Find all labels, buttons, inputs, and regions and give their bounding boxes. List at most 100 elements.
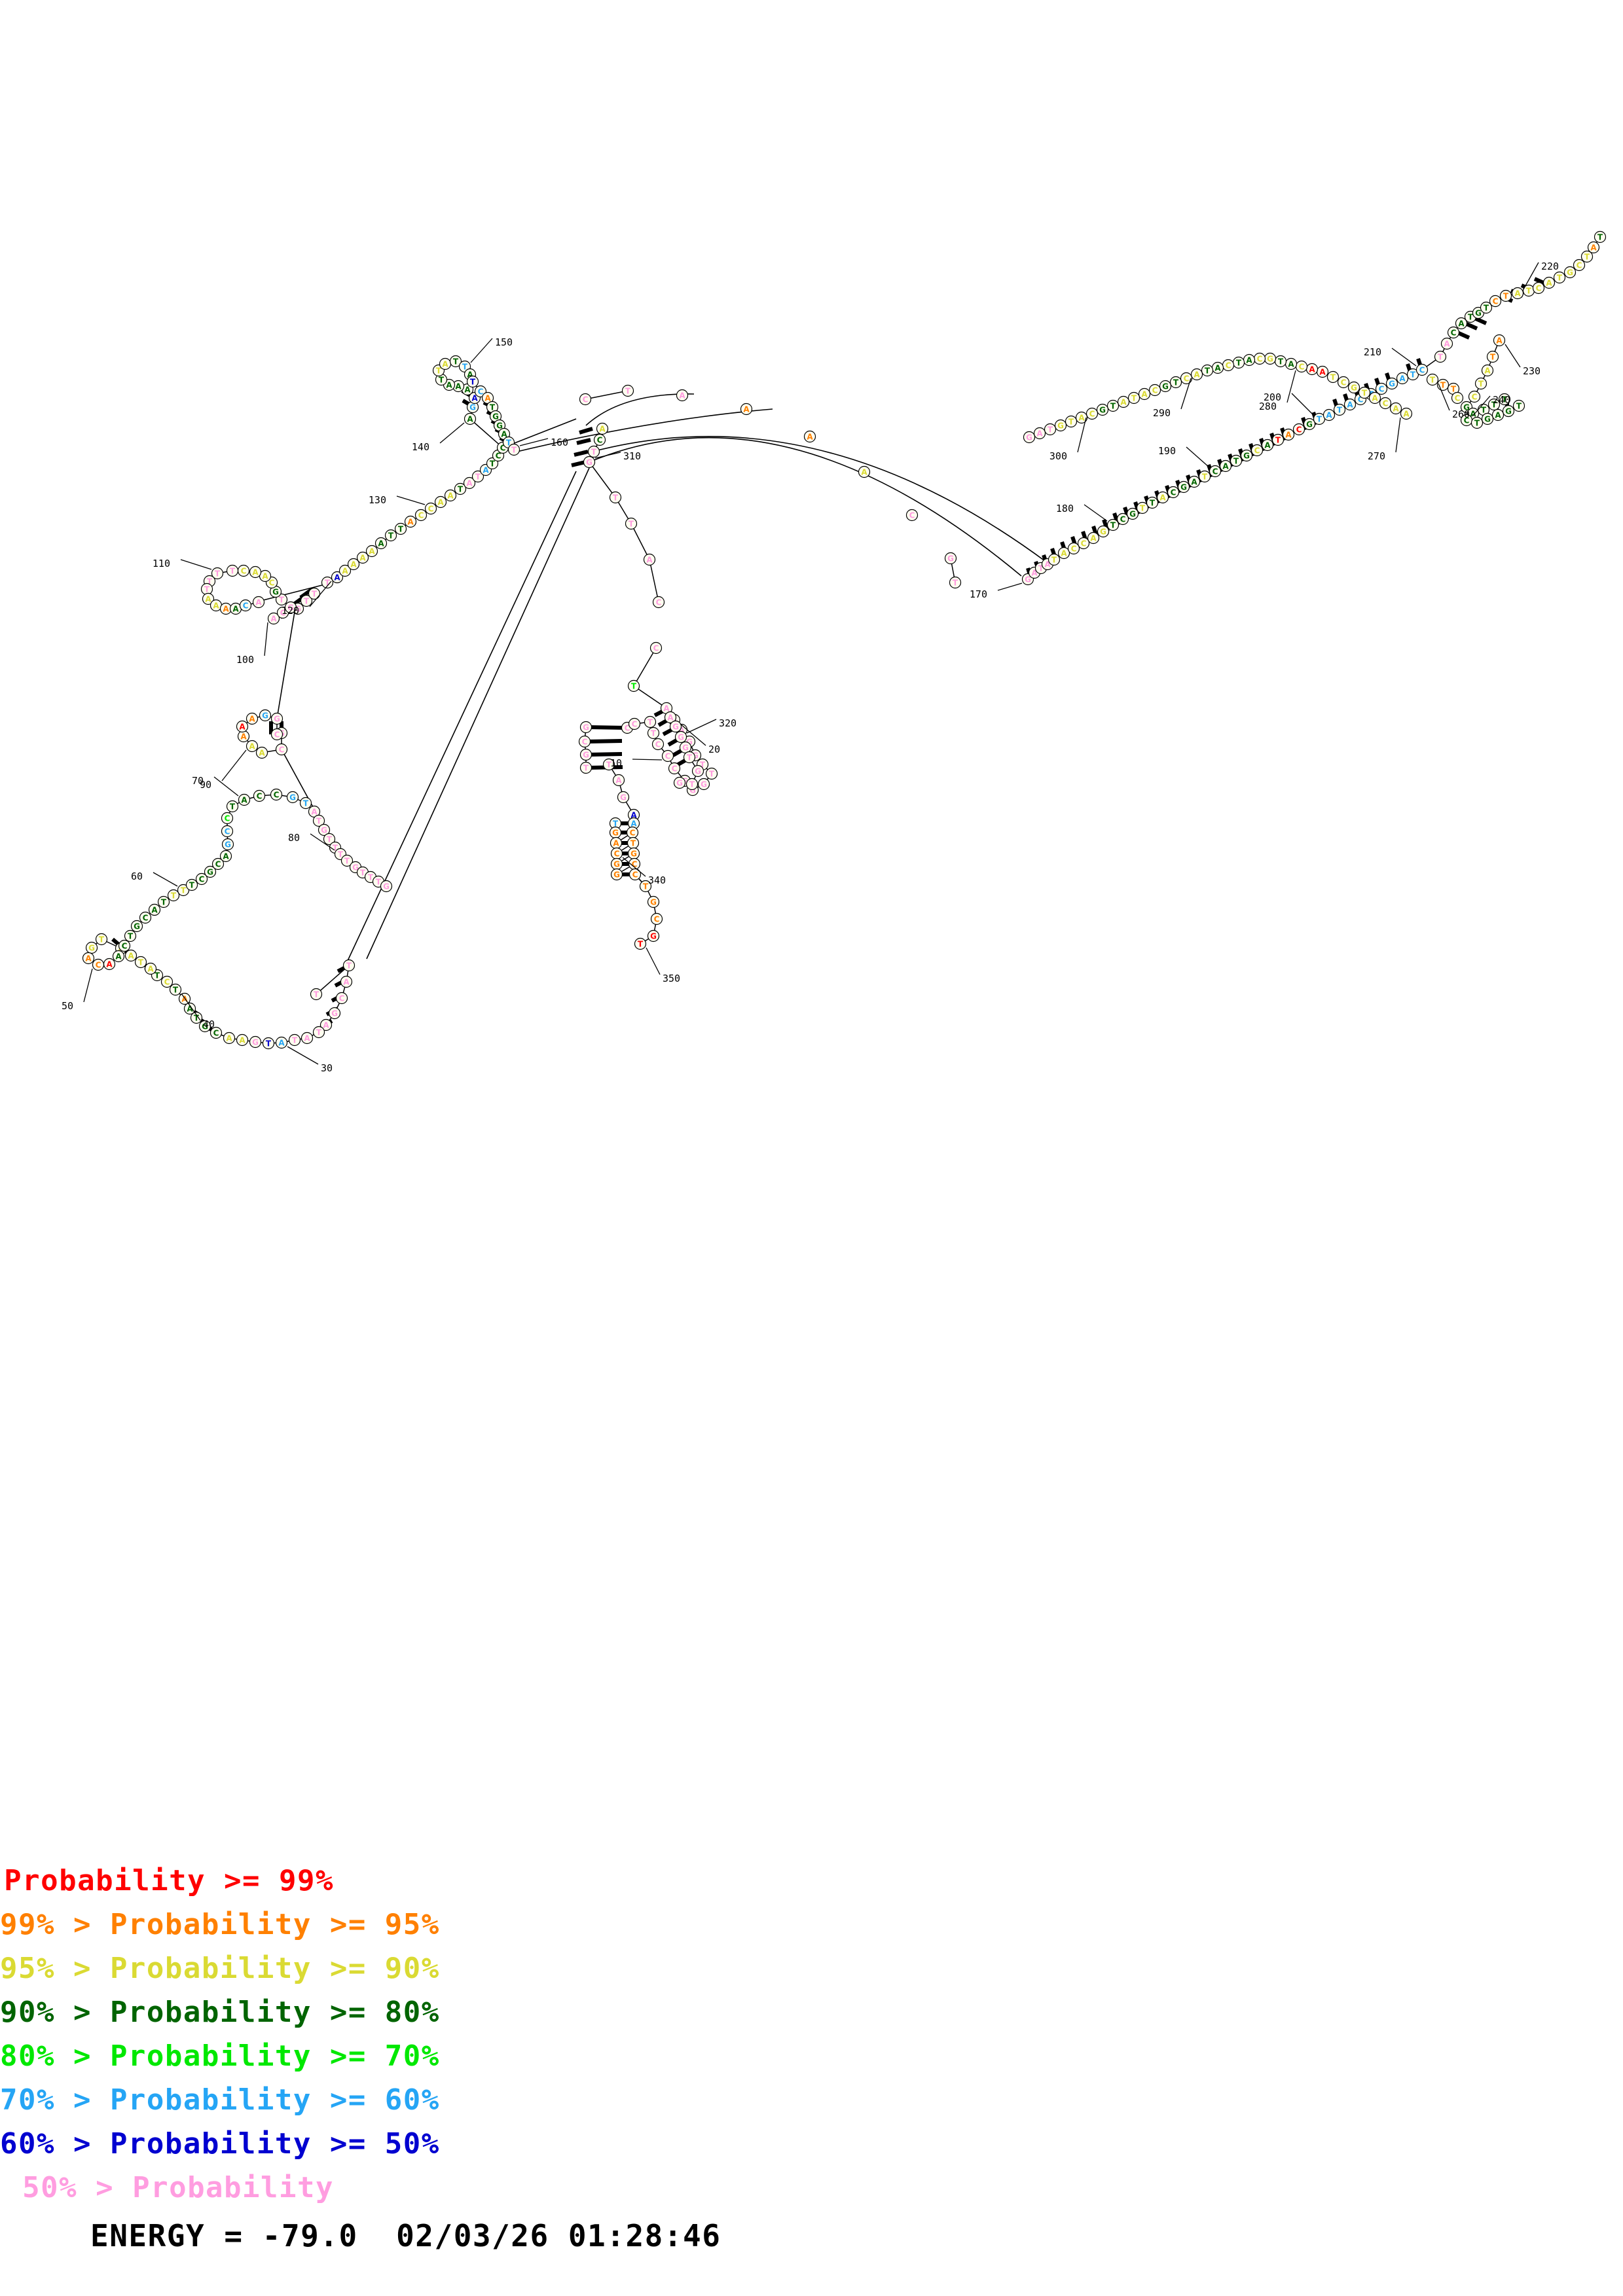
position-label: 350 <box>663 973 680 984</box>
nucleotide-letter: A <box>1159 493 1166 503</box>
nucleotide-letter: C <box>215 860 221 869</box>
nucleotide-131: A <box>434 495 447 509</box>
nucleotide-154: A <box>481 391 494 404</box>
position-leader-line <box>1395 417 1401 453</box>
position-label: 70 <box>192 775 204 787</box>
nucleotide-letter: G <box>682 744 689 753</box>
nucleotide-89: A <box>255 746 268 759</box>
nucleotide-letter: A <box>1141 390 1148 399</box>
nucleotide-letter: A <box>483 466 489 475</box>
nucleotide-letter: A <box>1078 414 1085 423</box>
nucleotide-circle <box>674 730 687 744</box>
position-leader-line <box>83 968 93 1003</box>
nucleotide-43: A <box>144 962 157 975</box>
position-label: 170 <box>970 588 987 600</box>
nucleotide-circle <box>1486 350 1499 363</box>
nucleotide-203: A <box>1343 398 1357 411</box>
nucleotide-53: C <box>118 939 131 952</box>
nucleotide-letter: A <box>259 749 265 758</box>
position-leader-line <box>287 1046 319 1065</box>
nucleotide-circle <box>252 596 265 609</box>
nucleotide-circle <box>183 1002 196 1015</box>
nucleotide-circle <box>221 838 234 851</box>
nucleotide-letter: C <box>1071 545 1077 554</box>
nucleotide-letter: A <box>663 704 670 713</box>
nucleotide-letter: G <box>287 603 294 613</box>
nucleotide-168: G <box>944 552 957 565</box>
nucleotide-letter: G <box>252 1038 259 1047</box>
nucleotide-67: C <box>221 825 234 838</box>
nucleotide-166: A <box>858 465 871 478</box>
nucleotide-letter: G <box>947 554 954 564</box>
nucleotide-279: A <box>1305 363 1319 376</box>
backbone-segment <box>585 390 629 400</box>
nucleotide-circle <box>1580 250 1594 263</box>
nucleotide-circle <box>338 564 352 577</box>
nucleotide-letter: G <box>620 793 627 802</box>
nucleotide-10: C <box>661 749 674 762</box>
nucleotide-letter: C <box>243 601 249 611</box>
nucleotide-letter: A <box>278 1039 285 1048</box>
nucleotide-294: C <box>1148 384 1161 397</box>
nucleotide-letter: T <box>398 525 404 534</box>
nucleotide-circle <box>691 764 704 778</box>
nucleotide-348: C <box>650 912 663 925</box>
nucleotide-176: C <box>1067 542 1080 555</box>
nucleotide-letter: G <box>1351 384 1357 393</box>
nucleotide-122: A <box>347 558 360 571</box>
nucleotide-letter: T <box>368 873 374 882</box>
nucleotide-letter: T <box>230 802 236 812</box>
nucleotide-316: T <box>627 679 640 692</box>
nucleotide-letter: A <box>1393 404 1399 414</box>
nucleotide-circle <box>255 746 268 759</box>
nucleotide-207: G <box>1385 377 1398 390</box>
nucleotide-309: T <box>587 445 600 458</box>
nucleotide-345: C <box>629 868 642 881</box>
nucleotide-206: C <box>1375 382 1388 395</box>
position-label: 30 <box>321 1062 333 1074</box>
nucleotide-228: A <box>1587 241 1600 254</box>
nucleotide-circle <box>1067 542 1080 555</box>
nucleotide-222: C <box>1532 281 1545 295</box>
nucleotide-letter: T <box>638 940 644 949</box>
nucleotide-circle <box>1451 391 1464 404</box>
nucleotide-letter: G <box>274 715 280 724</box>
nucleotide-324: T <box>685 778 699 791</box>
nucleotide-letter: T <box>631 682 637 691</box>
nucleotide-circle <box>169 983 182 996</box>
position-leader-line <box>686 719 717 734</box>
nucleotide-letter: C <box>1171 488 1176 497</box>
nucleotide-letter: C <box>143 914 149 923</box>
nucleotide-circle <box>139 911 152 924</box>
nucleotide-149: T <box>449 355 462 368</box>
nucleotide-284: C <box>1253 352 1266 365</box>
nucleotide-52: A <box>112 950 125 963</box>
position-leader-line <box>1286 370 1296 403</box>
nucleotide-121: A <box>338 564 352 577</box>
nucleotide-letter: A <box>239 723 246 732</box>
nucleotide-circle <box>612 774 625 787</box>
nucleotide-circle <box>226 564 239 577</box>
nucleotide-circle <box>424 502 437 515</box>
nucleotide-letter: A <box>501 430 507 439</box>
nucleotide-245: T <box>1512 399 1525 412</box>
nucleotide-letter: A <box>1514 289 1521 298</box>
nucleotide-47: T <box>95 933 108 946</box>
nucleotide-circle <box>202 592 215 605</box>
nucleotide-98: T <box>300 594 313 607</box>
nucleotide-letter: C <box>1299 363 1305 372</box>
nucleotide-letter: A <box>1214 364 1221 373</box>
nucleotide-letter: G <box>262 711 268 721</box>
nucleotide-66: G <box>221 838 234 851</box>
nucleotide-287: C <box>1222 359 1235 372</box>
nucleotide-letter: A <box>1372 394 1378 403</box>
nucleotide-circle <box>1455 317 1468 330</box>
position-leader-line <box>180 559 212 570</box>
nucleotide-letter: G <box>586 458 593 467</box>
nucleotide-circle <box>1097 525 1110 538</box>
nucleotide-letter: T <box>458 485 464 494</box>
nucleotide-2: C <box>578 735 591 748</box>
nucleotide-81: T <box>340 854 354 867</box>
nucleotide-circle <box>1085 407 1099 420</box>
nucleotide-274: T <box>1358 386 1371 399</box>
